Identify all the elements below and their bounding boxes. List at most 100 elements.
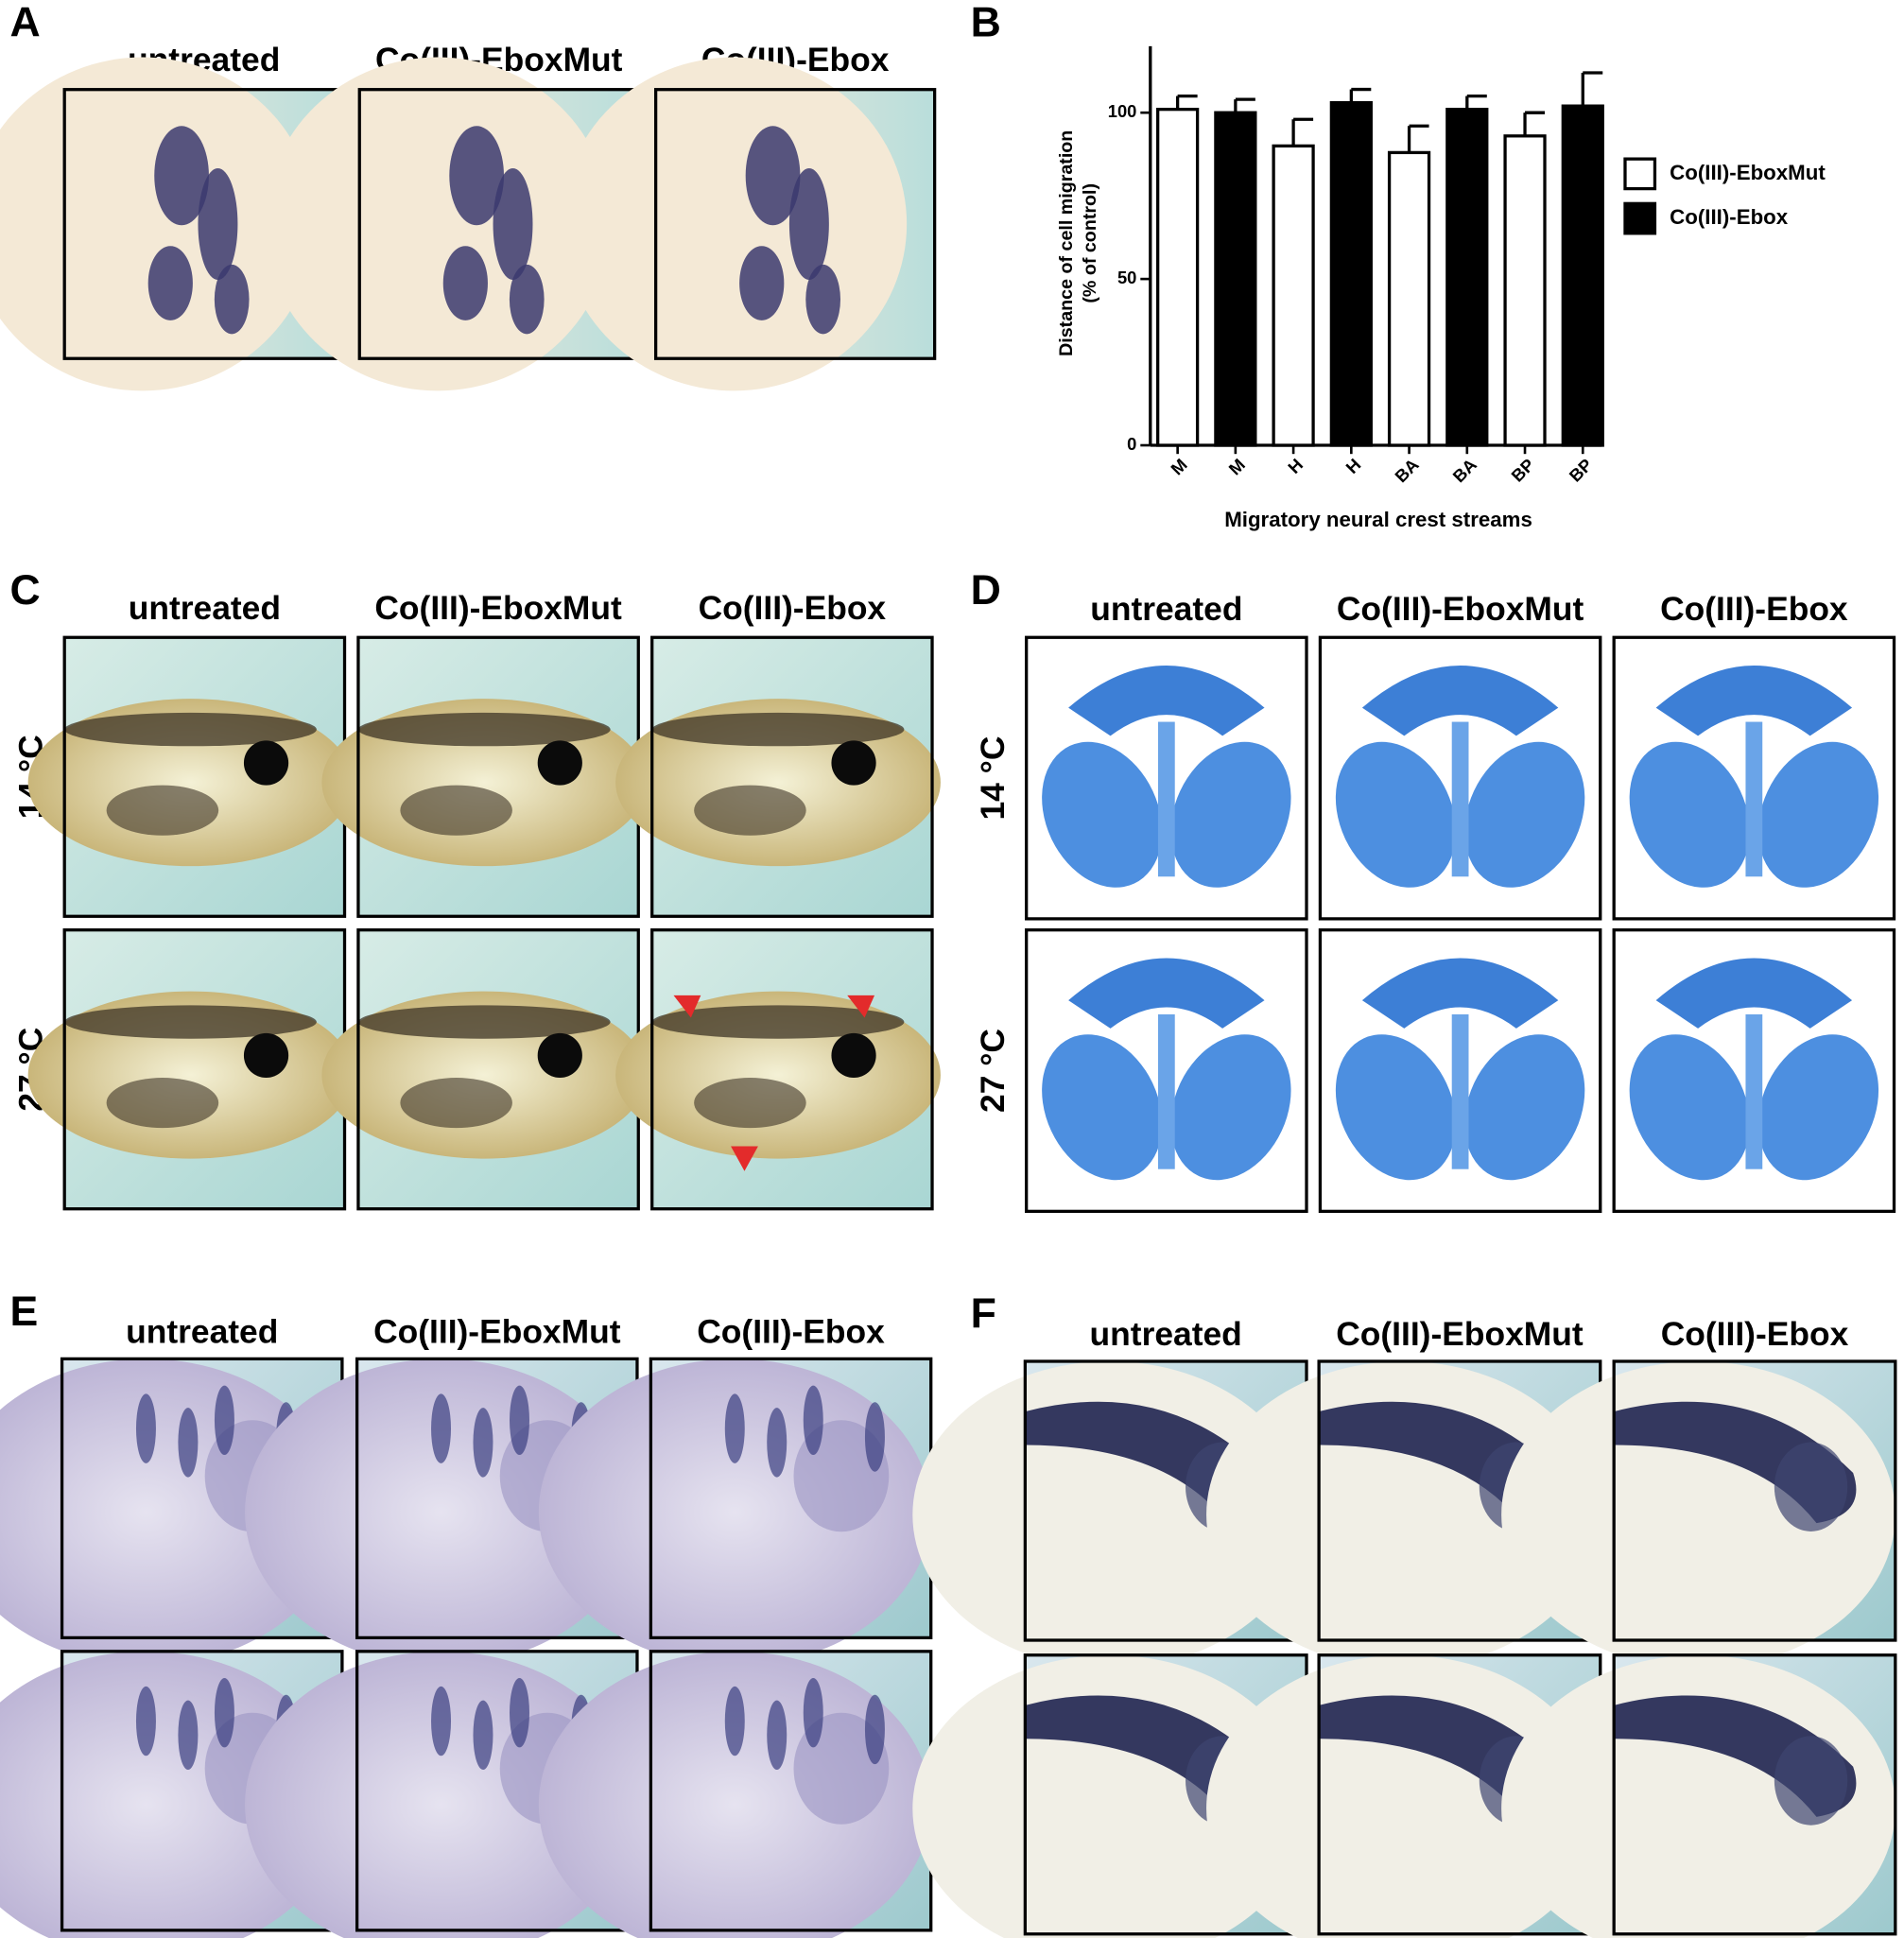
stain [767, 1408, 788, 1478]
micrograph [27, 637, 354, 917]
cartilage [1157, 1013, 1175, 1169]
embryo [264, 57, 611, 391]
stain [178, 1408, 199, 1478]
micrograph [1026, 637, 1307, 919]
stain [739, 246, 785, 320]
cartilage [1335, 1034, 1456, 1181]
column-label: Co(III)-EboxMut [373, 1312, 621, 1350]
x-tick-label: H [1284, 455, 1307, 477]
micrograph [538, 1358, 931, 1666]
cartilage [1629, 1034, 1750, 1181]
stain [198, 167, 238, 280]
column-label: Co(III)-EboxMut [374, 589, 622, 627]
pigment [400, 1078, 512, 1129]
stain [135, 1393, 156, 1463]
legend-swatch [1623, 201, 1657, 235]
cartilage [1629, 741, 1750, 888]
cartilage [1655, 958, 1853, 1029]
panel-frame [1025, 928, 1308, 1213]
bar [1329, 100, 1373, 447]
panel-label: F [971, 1291, 996, 1338]
cartilage [1361, 958, 1559, 1029]
stain [135, 1686, 156, 1756]
panel-label: E [9, 1289, 38, 1335]
eye [1774, 1442, 1848, 1531]
micrograph [615, 929, 941, 1209]
stain [214, 264, 250, 335]
cartilage [1757, 1034, 1879, 1181]
stain [767, 1700, 788, 1771]
stain [178, 1700, 199, 1771]
x-tick-label: M [1167, 455, 1191, 479]
stain [147, 246, 193, 320]
cartilage [1757, 741, 1879, 888]
micrograph [1501, 1360, 1895, 1669]
cartilage [1157, 721, 1175, 877]
y-tick-label: 50 [1117, 268, 1136, 287]
stain [788, 167, 829, 280]
eye [831, 1032, 876, 1079]
bar [1445, 108, 1489, 447]
bar [1503, 134, 1547, 447]
stain [724, 1393, 745, 1463]
stain [493, 167, 533, 280]
panel-frame [650, 928, 934, 1211]
stain [805, 264, 840, 335]
x-tick-label: BA [1448, 455, 1480, 487]
stain [214, 1385, 234, 1455]
pigment [64, 712, 317, 747]
x-tick-label: BP [1507, 455, 1538, 486]
pigment [357, 712, 611, 747]
stain [745, 126, 801, 226]
stain [510, 1385, 529, 1455]
micrograph [321, 929, 648, 1209]
panel-label: C [9, 567, 40, 614]
pigment [357, 1005, 611, 1039]
pigment [400, 785, 512, 836]
stain [214, 1678, 234, 1748]
micrograph [912, 1360, 1307, 1669]
column-label: Co(III)-EboxMut [1337, 590, 1584, 628]
stain [473, 1700, 493, 1771]
cartilage [1068, 958, 1265, 1029]
stain [803, 1678, 823, 1748]
stain [442, 246, 488, 320]
eye [537, 740, 582, 786]
stain [509, 264, 545, 335]
cartilage [1361, 666, 1559, 736]
micrograph [0, 57, 344, 391]
x-axis-label: Migratory neural crest streams [1224, 508, 1532, 531]
panel-frame [1025, 635, 1308, 921]
row-label: 27 °C [974, 1029, 1012, 1113]
micrograph [1501, 1654, 1895, 1938]
stain [449, 126, 505, 226]
cartilage [1335, 741, 1456, 888]
cartilage [1170, 741, 1291, 888]
micrograph [561, 57, 935, 391]
bar [1387, 150, 1431, 447]
micrograph [615, 637, 941, 917]
eye [831, 740, 876, 786]
column-label: untreated [1090, 1315, 1242, 1353]
column-label: Co(III)-Ebox [699, 589, 887, 627]
y-axis-label: (% of control) [1080, 183, 1100, 303]
column-label: Co(III)-Ebox [1661, 1315, 1849, 1353]
panel-frame [1612, 1653, 1897, 1936]
panel-label: D [971, 567, 1001, 614]
micrograph [321, 637, 648, 917]
x-tick-label: BA [1391, 455, 1423, 487]
micrograph [1614, 929, 1895, 1212]
cartilage [1042, 741, 1163, 888]
stain [864, 1402, 885, 1472]
panel-frame [1318, 928, 1602, 1213]
cartilage [1451, 721, 1469, 877]
stain [431, 1393, 452, 1463]
pigment [694, 785, 806, 836]
micrograph [538, 1651, 931, 1938]
column-label: Co(III)-Ebox [1660, 590, 1848, 628]
stain [724, 1686, 745, 1756]
panel-frame [1612, 635, 1896, 921]
legend-label: Co(III)-Ebox [1670, 205, 1789, 229]
panel-frame [1612, 928, 1896, 1213]
